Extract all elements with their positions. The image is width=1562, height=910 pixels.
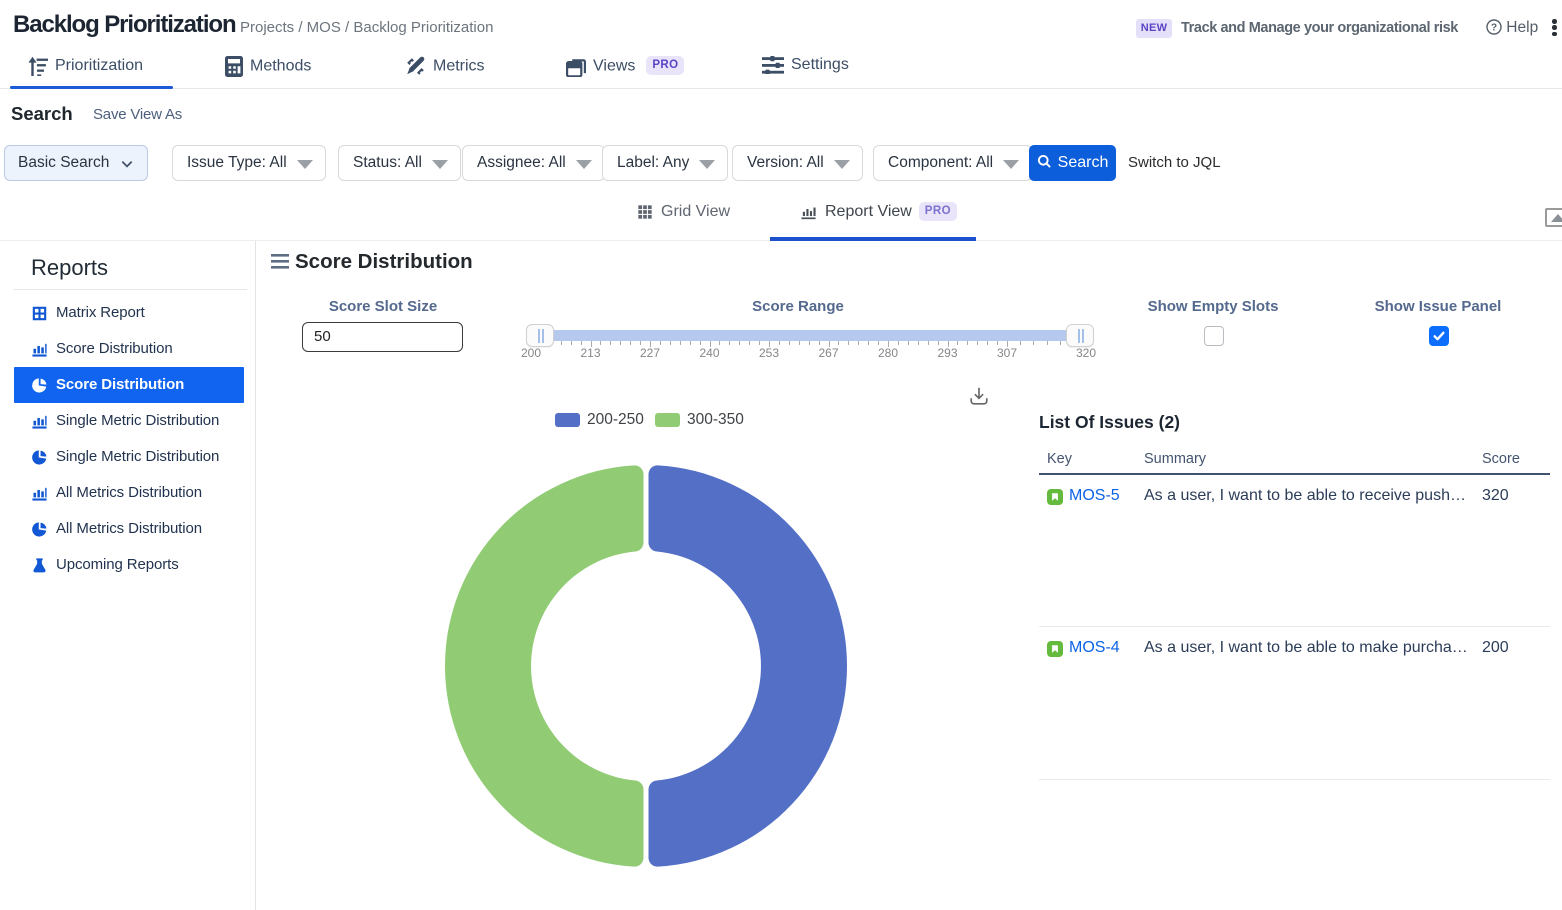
- svg-text:?: ?: [1491, 23, 1497, 34]
